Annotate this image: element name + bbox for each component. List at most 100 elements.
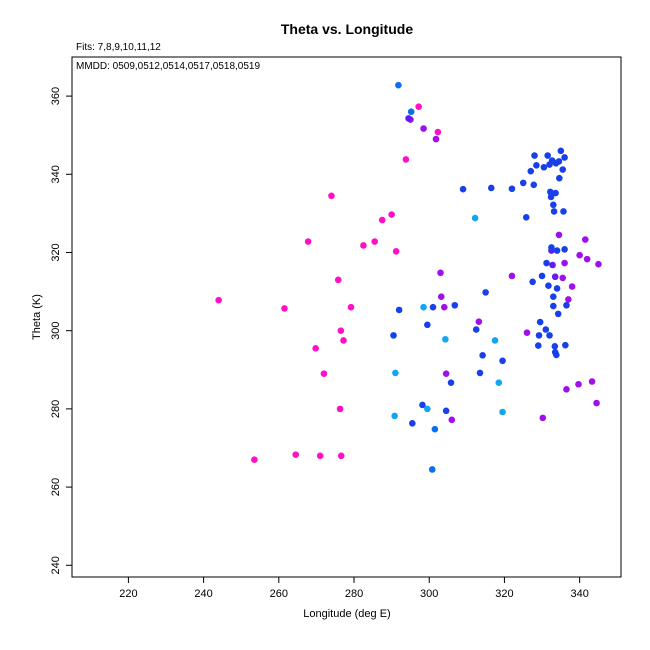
data-point: [429, 303, 437, 311]
x-tick-label: 260: [270, 588, 288, 600]
data-point: [559, 274, 567, 282]
data-points: [215, 81, 602, 473]
data-point: [347, 303, 355, 311]
data-point: [392, 369, 399, 377]
data-point: [527, 167, 535, 175]
data-point: [534, 342, 542, 349]
data-point: [407, 108, 415, 116]
data-point: [563, 386, 570, 393]
data-point: [395, 306, 403, 314]
mmdd-note: MMDD: 0509,0512,0514,0517,0518,0519: [76, 61, 260, 72]
data-point: [593, 399, 600, 407]
data-point: [547, 188, 554, 196]
data-point: [340, 337, 347, 344]
data-point: [556, 174, 563, 182]
data-point: [479, 352, 486, 359]
data-point: [292, 451, 300, 458]
data-point: [553, 285, 561, 292]
data-point: [546, 332, 553, 339]
data-point: [559, 166, 567, 173]
data-point: [550, 208, 558, 215]
data-point: [508, 185, 516, 193]
data-point: [392, 248, 400, 255]
data-point: [553, 351, 560, 359]
data-point: [442, 335, 449, 343]
data-point: [495, 379, 503, 386]
chart-title: Theta vs. Longitude: [281, 21, 413, 37]
data-point: [555, 158, 563, 165]
data-point: [316, 452, 324, 460]
x-axis-label: Longitude (deg E): [303, 608, 390, 620]
data-point: [554, 310, 562, 318]
data-point: [304, 238, 312, 245]
data-point: [588, 378, 596, 385]
data-point: [491, 337, 499, 344]
data-point: [561, 154, 568, 161]
y-tick-label: 260: [50, 478, 62, 496]
y-axis: 240 260 280 300 320 340 360: [50, 87, 72, 574]
x-tick-label: 340: [570, 588, 588, 600]
data-point: [539, 414, 547, 422]
data-point: [424, 321, 431, 329]
data-point: [336, 405, 344, 413]
data-point: [431, 425, 439, 433]
data-point: [440, 303, 448, 311]
data-point: [281, 305, 288, 312]
data-point: [476, 369, 484, 377]
data-point: [499, 408, 506, 416]
data-point: [395, 81, 402, 89]
data-point: [565, 296, 572, 303]
data-point: [522, 214, 530, 221]
data-point: [540, 163, 548, 171]
data-point: [536, 318, 544, 326]
data-point: [545, 282, 552, 290]
data-point: [328, 192, 335, 200]
x-tick-label: 240: [194, 588, 212, 600]
x-tick-label: 220: [119, 588, 137, 600]
data-point: [360, 242, 367, 249]
y-axis-label: Theta (K): [31, 294, 43, 340]
data-point: [424, 405, 431, 413]
data-point: [523, 329, 531, 336]
data-point: [371, 238, 379, 245]
data-point: [550, 201, 557, 209]
data-point: [388, 211, 395, 218]
data-point: [337, 327, 345, 334]
data-point: [576, 251, 583, 259]
data-point: [337, 452, 345, 460]
data-point: [487, 184, 495, 192]
y-tick-label: 280: [50, 400, 62, 418]
data-point: [542, 326, 550, 333]
data-point: [448, 416, 456, 424]
data-point: [320, 370, 328, 377]
data-point: [428, 466, 436, 473]
data-point: [538, 272, 546, 280]
data-point: [215, 296, 222, 304]
data-point: [552, 189, 559, 197]
data-point: [447, 379, 455, 386]
data-point: [437, 269, 444, 277]
data-point: [555, 231, 563, 239]
fits-note: Fits: 7,8,9,10,11,12: [76, 42, 161, 53]
data-point: [544, 152, 551, 159]
data-point: [533, 162, 540, 169]
data-point: [519, 179, 527, 187]
data-point: [561, 246, 568, 253]
data-point: [405, 115, 412, 122]
data-point: [472, 326, 480, 333]
data-point: [482, 289, 489, 296]
x-tick-label: 320: [495, 588, 513, 600]
data-point: [499, 357, 506, 365]
data-point: [535, 332, 543, 339]
data-point: [550, 302, 557, 310]
data-point: [530, 181, 538, 189]
data-point: [432, 135, 440, 143]
data-point: [543, 259, 550, 267]
data-point: [451, 301, 459, 309]
x-tick-label: 280: [345, 588, 363, 600]
data-point: [550, 293, 557, 300]
data-point: [391, 412, 398, 420]
data-point: [312, 344, 319, 352]
y-tick-label: 300: [50, 322, 62, 340]
